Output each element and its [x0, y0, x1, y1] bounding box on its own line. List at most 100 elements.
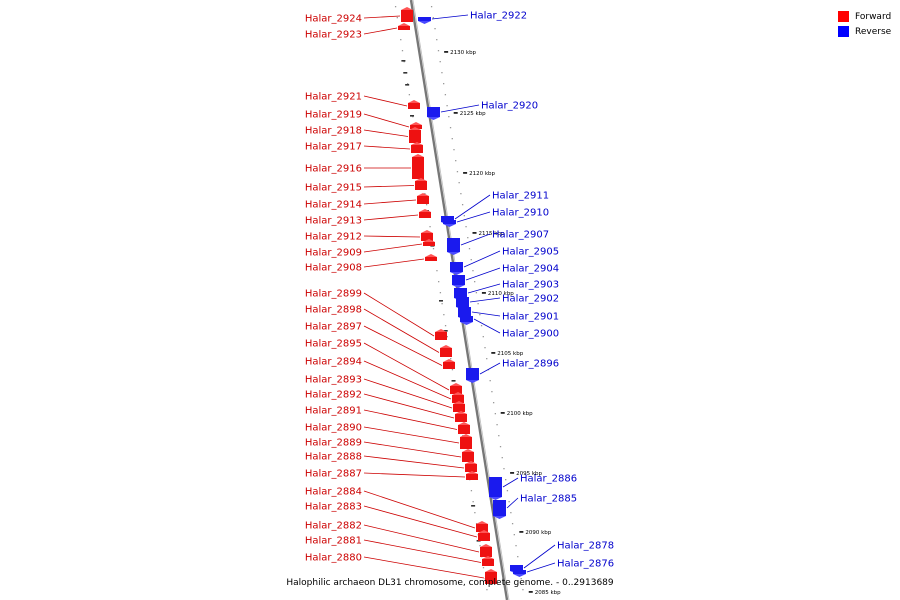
track-dot [468, 248, 471, 250]
forward-gene-label: Halar_2918 [305, 126, 362, 137]
forward-gene-arrow [425, 254, 437, 257]
forward-gene-label: Halar_2882 [305, 521, 362, 532]
forward-gene-label: Halar_2916 [305, 164, 362, 175]
reverse-gene-leader [473, 318, 501, 334]
scale-tick [463, 172, 468, 174]
track-dot [474, 512, 476, 514]
forward-gene-block [453, 404, 465, 412]
legend-reverse: Reverse [838, 24, 891, 39]
reverse-swatch [838, 26, 849, 37]
scale-tick-label: 2130 kbp [450, 50, 476, 56]
reverse-gene-arrow [418, 21, 431, 24]
reverse-gene-label: Halar_2876 [557, 559, 614, 570]
track-dot [475, 523, 478, 525]
forward-gene-label: Halar_2884 [305, 487, 362, 498]
forward-gene-arrow [460, 434, 472, 437]
forward-gene-block [478, 533, 490, 541]
forward-gene-arrow [401, 7, 413, 10]
forward-gene-label: Halar_2909 [305, 248, 362, 259]
forward-gene-leader [363, 441, 462, 458]
reverse-gene-label: Halar_2896 [502, 359, 559, 370]
track-dot [479, 545, 481, 547]
reverse-gene-label: Halar_2878 [557, 541, 614, 552]
legend-reverse-label: Reverse [855, 26, 892, 37]
forward-gene-leader [363, 243, 423, 253]
reverse-gene-leader [479, 362, 501, 375]
legend: Forward Reverse [838, 9, 891, 39]
scale-tick [519, 531, 524, 533]
track-dot [460, 193, 462, 195]
reverse-gene-label: Halar_2901 [502, 312, 559, 323]
forward-gene-leader [363, 325, 443, 366]
track-dot [446, 105, 448, 107]
forward-gene-leader [363, 409, 458, 430]
forward-gene-block [440, 348, 452, 357]
forward-gene-block [485, 572, 497, 584]
forward-gene-arrow [466, 471, 478, 474]
reverse-gene-label: Halar_2900 [502, 329, 559, 340]
track-dot [436, 39, 438, 41]
forward-gene-label: Halar_2919 [305, 110, 362, 121]
reverse-gene-block [447, 238, 460, 252]
track-dot [480, 325, 483, 327]
forward-gene-leader [363, 292, 435, 337]
forward-gene-block [460, 437, 472, 449]
reverse-gene-block [513, 570, 526, 574]
track-dot [429, 226, 431, 228]
track-dot [443, 83, 445, 85]
reverse-gene-arrow [443, 224, 456, 227]
forward-gene-label: Halar_2894 [305, 357, 362, 368]
forward-gene-leader [363, 113, 410, 128]
minor-tick [451, 380, 456, 382]
reverse-gene-arrow [447, 252, 460, 255]
forward-gene-block [417, 196, 429, 204]
minor-tick [401, 60, 406, 62]
scale-tick-label: 2100 kbp [507, 411, 533, 417]
scale-tick [481, 292, 486, 294]
forward-gene-leader [363, 490, 476, 529]
forward-gene-block [450, 386, 462, 394]
forward-gene-leader [363, 342, 450, 391]
forward-gene-block [421, 233, 433, 241]
forward-gene-block [466, 474, 478, 480]
forward-gene-block [410, 125, 422, 129]
forward-gene-label: Halar_2923 [305, 30, 362, 41]
forward-gene-arrow [443, 359, 455, 362]
reverse-gene-label: Halar_2904 [502, 264, 559, 275]
reverse-gene-label: Halar_2903 [502, 280, 559, 291]
reverse-gene-block [441, 216, 454, 222]
track-dot [511, 523, 514, 525]
scale-tick-label: 2090 kbp [525, 530, 551, 536]
reverse-gene-block [466, 368, 479, 380]
track-dot [400, 39, 402, 41]
forward-gene-leader [363, 378, 453, 409]
track-dot [472, 501, 474, 503]
forward-gene-block [480, 547, 492, 557]
forward-gene-label: Halar_2892 [305, 390, 362, 401]
reverse-gene-arrow [489, 497, 502, 500]
track-dot [430, 6, 433, 8]
reverse-gene-leader [460, 233, 491, 246]
track-dot [412, 116, 414, 118]
forward-gene-arrow [455, 411, 467, 414]
forward-gene-leader [363, 539, 482, 563]
track-dot [522, 589, 524, 591]
track-dot [456, 171, 459, 173]
reverse-gene-block [458, 307, 471, 317]
track-dot [425, 204, 428, 206]
reverse-gene-label: Halar_2920 [481, 101, 538, 112]
forward-gene-label: Halar_2888 [305, 452, 362, 463]
forward-gene-label: Halar_2912 [305, 232, 362, 243]
track-dot [503, 468, 505, 470]
track-dot [472, 270, 474, 272]
reverse-gene-block [452, 275, 465, 285]
reverse-gene-leader [467, 283, 501, 294]
forward-gene-label: Halar_2899 [305, 289, 362, 300]
track-dot [432, 248, 435, 250]
track-dot [407, 83, 409, 85]
forward-gene-leader [363, 15, 401, 19]
track-dot [484, 347, 486, 349]
forward-gene-arrow [462, 449, 474, 452]
forward-gene-block [408, 103, 420, 109]
forward-gene-label: Halar_2898 [305, 305, 362, 316]
